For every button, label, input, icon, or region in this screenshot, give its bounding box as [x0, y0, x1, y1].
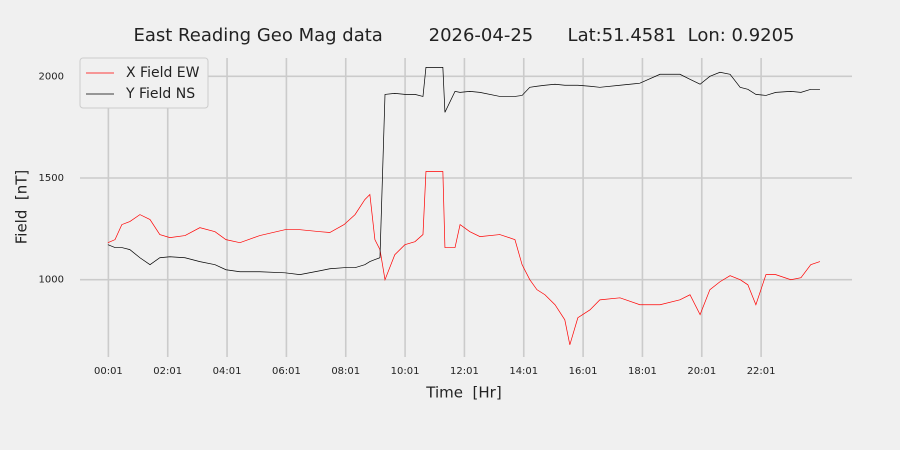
- data-line: [107, 67, 820, 275]
- x-tick-label: 06:01: [272, 366, 301, 377]
- x-tick-label: 12:01: [450, 366, 479, 377]
- x-axis-label: Time [Hr]: [425, 384, 501, 402]
- x-tick-label: 10:01: [391, 366, 420, 377]
- x-tick-label: 20:01: [687, 366, 716, 377]
- legend-label: Y Field NS: [125, 86, 195, 102]
- x-tick-label: 18:01: [628, 366, 657, 377]
- legend-label: X Field EW: [126, 65, 200, 81]
- x-tick-label: 16:01: [569, 366, 598, 377]
- x-tick-label: 08:01: [331, 366, 360, 377]
- y-tick-label: 1500: [39, 173, 64, 184]
- chart-title: East Reading Geo Mag data 2026-04-25 Lat…: [133, 25, 794, 46]
- x-tick-label: 14:01: [509, 366, 538, 377]
- legend-box: [79, 57, 209, 109]
- y-axis-label: Field [nT]: [13, 170, 31, 245]
- x-tick-label: 22:01: [747, 366, 776, 377]
- x-tick-label: 04:01: [213, 366, 242, 377]
- data-line: [107, 171, 821, 345]
- x-tick-label: 00:01: [94, 366, 123, 377]
- y-tick-label: 1000: [39, 275, 64, 286]
- y-tick-label: 2000: [39, 71, 64, 82]
- x-tick-label: 02:01: [153, 366, 182, 377]
